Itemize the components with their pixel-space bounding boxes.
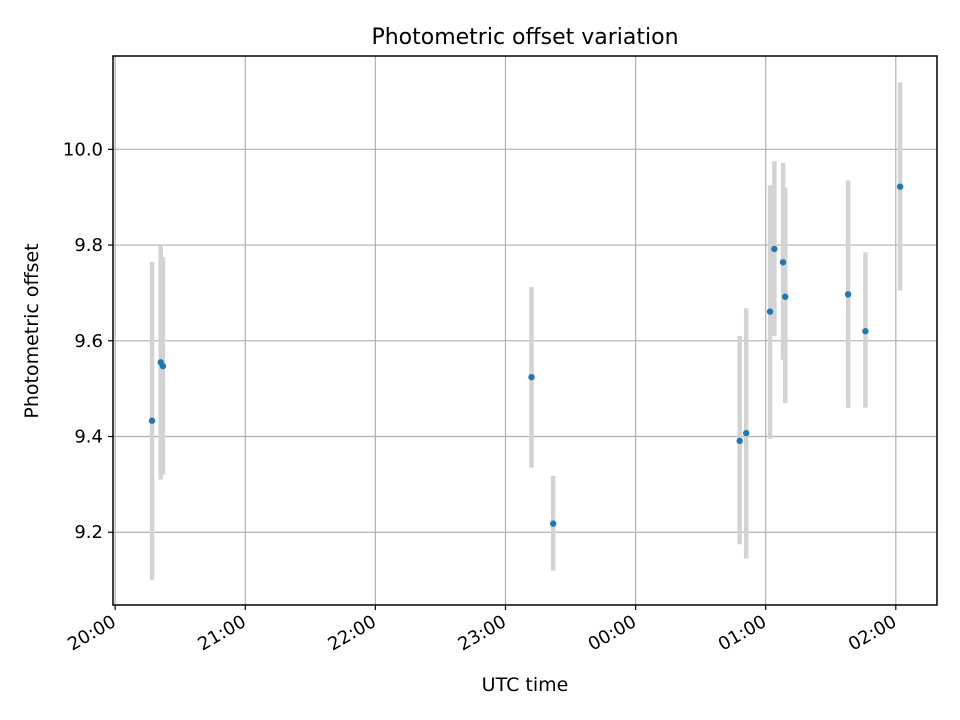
x-tick-label: 00:00 <box>585 611 640 655</box>
data-point <box>742 429 750 437</box>
data-point <box>771 245 778 253</box>
error-bars <box>149 82 903 581</box>
data-point <box>779 259 787 266</box>
data-point <box>736 437 743 445</box>
x-tick-label: 20:00 <box>64 611 119 655</box>
data-point <box>844 291 852 298</box>
x-tick-label: 23:00 <box>455 611 510 655</box>
y-tick-label: 9.4 <box>74 427 103 448</box>
y-tick-label: 9.8 <box>74 235 103 256</box>
data-point <box>862 328 869 335</box>
data-point <box>896 183 904 190</box>
grid-lines <box>113 56 937 605</box>
plot-frame <box>112 55 938 606</box>
data-point <box>528 373 535 381</box>
x-tick-label: 22:00 <box>324 611 379 655</box>
y-axis-label: Photometric offset <box>21 243 43 418</box>
x-tick-label: 21:00 <box>194 611 249 655</box>
y-tick-label: 9.6 <box>74 331 103 352</box>
data-points <box>148 183 904 527</box>
data-point <box>148 417 156 424</box>
x-tick-label: 02:00 <box>845 611 900 655</box>
x-axis-label: UTC time <box>482 674 569 696</box>
y-tick-label: 9.2 <box>74 522 103 543</box>
data-point <box>549 520 557 527</box>
chart-title: Photometric offset variation <box>371 25 678 50</box>
x-tick-label: 01:00 <box>715 611 770 655</box>
data-point <box>766 308 774 315</box>
data-point <box>782 293 789 300</box>
y-tick-label: 10.0 <box>63 139 103 160</box>
data-point <box>159 362 167 370</box>
